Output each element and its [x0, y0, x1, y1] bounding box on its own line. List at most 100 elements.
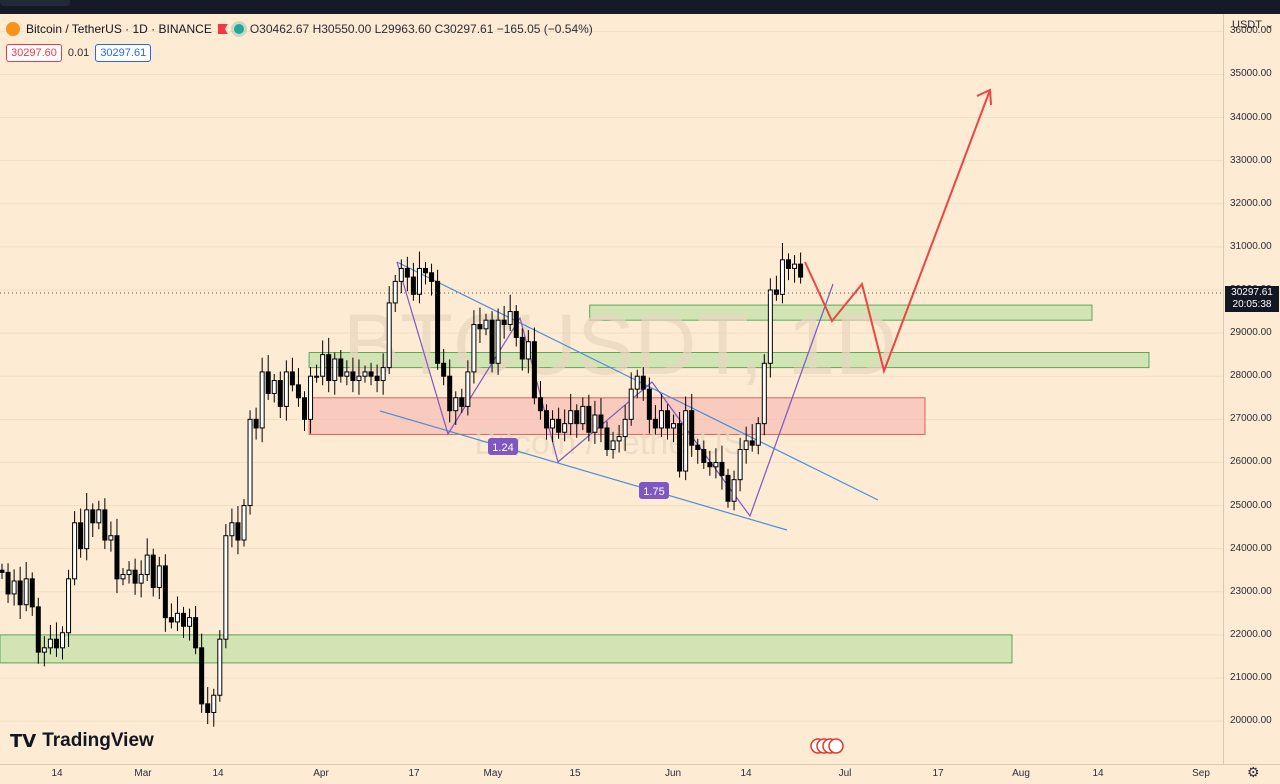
time-tick-label: 17 — [408, 768, 420, 779]
candle-body — [562, 423, 568, 433]
time-axis[interactable]: 14 Mar 14 Apr 17 May 15 Jun 14 Jul 17 Aug 14 Sep — [0, 764, 1280, 784]
candle-body — [725, 474, 731, 502]
candle-body — [604, 427, 610, 451]
currency-selector[interactable]: USDT ⌄ — [1232, 19, 1275, 31]
candle-body — [368, 371, 374, 377]
candle-body — [199, 647, 205, 705]
candle-body — [767, 289, 773, 364]
candle-body — [120, 574, 126, 580]
candle-body — [138, 574, 144, 584]
candle-body — [332, 358, 338, 382]
candle-body — [640, 375, 646, 390]
price-tick-label: 29000.00 — [1230, 327, 1272, 339]
candle-body — [223, 535, 229, 640]
time-tick-label: 14 — [212, 768, 224, 779]
toolbar-tab[interactable] — [0, 0, 70, 6]
spread-value: 0.01 — [67, 47, 90, 59]
time-tick-label: 17 — [932, 768, 944, 779]
price-tick-label: 23000.00 — [1230, 585, 1272, 597]
candle-body — [41, 647, 47, 653]
candle-body — [695, 444, 701, 451]
candle-body — [537, 397, 543, 412]
candle-body — [217, 638, 223, 696]
candle-body — [53, 638, 59, 649]
candle-body — [187, 617, 193, 627]
price-tick-label: 31000.00 — [1230, 240, 1272, 252]
candle-body — [386, 302, 392, 369]
ohlc-values: O30462.67 H30550.00 L29963.60 C30297.61 … — [249, 22, 593, 36]
price-tick-label: 20000.00 — [1230, 715, 1272, 727]
candle-body — [302, 397, 307, 420]
candle-body — [344, 371, 350, 377]
candle-body — [622, 418, 628, 438]
candle-body — [792, 263, 798, 269]
candle-body — [193, 617, 199, 649]
price-tick-label: 21000.00 — [1230, 671, 1272, 683]
candle-body — [102, 509, 108, 541]
candle-body — [550, 418, 556, 429]
candle-body — [429, 272, 435, 282]
flag-icon[interactable] — [217, 24, 228, 34]
candle-body — [144, 554, 150, 576]
support-zone — [589, 304, 1093, 321]
candle-body — [60, 632, 65, 649]
chart-grid — [0, 30, 1223, 722]
ratio-label: 1.75 — [643, 486, 664, 498]
event-flag-icon — [828, 738, 844, 754]
candle-body — [229, 522, 235, 537]
candle-body — [786, 259, 791, 269]
candle-body — [295, 384, 301, 399]
candle-body — [610, 440, 616, 451]
candle-body — [507, 311, 513, 325]
market-open-icon — [233, 24, 244, 34]
candle-body — [338, 358, 344, 377]
candle-body — [773, 289, 779, 295]
candle-body — [156, 565, 162, 588]
candle-body — [453, 397, 459, 412]
candle-body — [96, 509, 102, 524]
time-tick-label: May — [483, 768, 503, 779]
price-tick-label: 27000.00 — [1230, 413, 1272, 425]
candle-body — [205, 703, 211, 713]
price-axis[interactable]: 20000.00 21000.00 22000.00 23000.00 24000.00… — [1223, 14, 1280, 764]
candle-body — [483, 319, 489, 330]
candle-body — [519, 336, 525, 360]
price-tick-label: 34000.00 — [1230, 111, 1272, 123]
buy-button[interactable]: 30297.61 — [95, 44, 152, 62]
bitcoin-icon — [6, 22, 20, 36]
candle-body — [398, 267, 404, 282]
candle-body — [326, 354, 332, 382]
candle-body — [707, 461, 713, 468]
price-tick-label: 28000.00 — [1230, 370, 1272, 382]
candle-body — [471, 323, 477, 373]
candle-body — [47, 638, 53, 649]
candle-body — [646, 388, 652, 420]
watermark-sub: Bitcoin / TetherUS — [474, 424, 746, 462]
candle-body — [108, 535, 114, 541]
candle-body — [277, 380, 283, 407]
candle-body — [743, 440, 749, 451]
candle-body — [174, 612, 180, 623]
candle-body — [489, 319, 495, 364]
candle-body — [380, 367, 386, 382]
candle-body — [441, 362, 447, 377]
candle-body — [671, 423, 677, 429]
candle-body — [755, 423, 761, 446]
candle-body — [247, 418, 253, 507]
candle-body — [731, 479, 737, 502]
price-tick-label: 35000.00 — [1230, 68, 1272, 80]
candle-body — [11, 580, 17, 595]
price-tick-label: 24000.00 — [1230, 542, 1272, 554]
candle-body — [713, 461, 719, 468]
candle-body — [235, 522, 241, 541]
candles — [0, 243, 804, 727]
candle-body — [374, 375, 380, 382]
settings-gear-icon[interactable]: ⚙ — [1247, 764, 1260, 780]
watermark-main: BTCUSDT, 1D — [343, 297, 897, 393]
candle-body — [404, 267, 410, 278]
candle-body — [289, 371, 295, 386]
candle-body — [308, 375, 314, 420]
symbol-title[interactable]: Bitcoin / TetherUS · 1D · BINANCE — [26, 22, 212, 36]
price-chart[interactable]: BTCUSDT, 1D Bitcoin / TetherUS 1.24 1.75 — [0, 14, 1223, 764]
sell-button[interactable]: 30297.60 — [6, 44, 62, 62]
